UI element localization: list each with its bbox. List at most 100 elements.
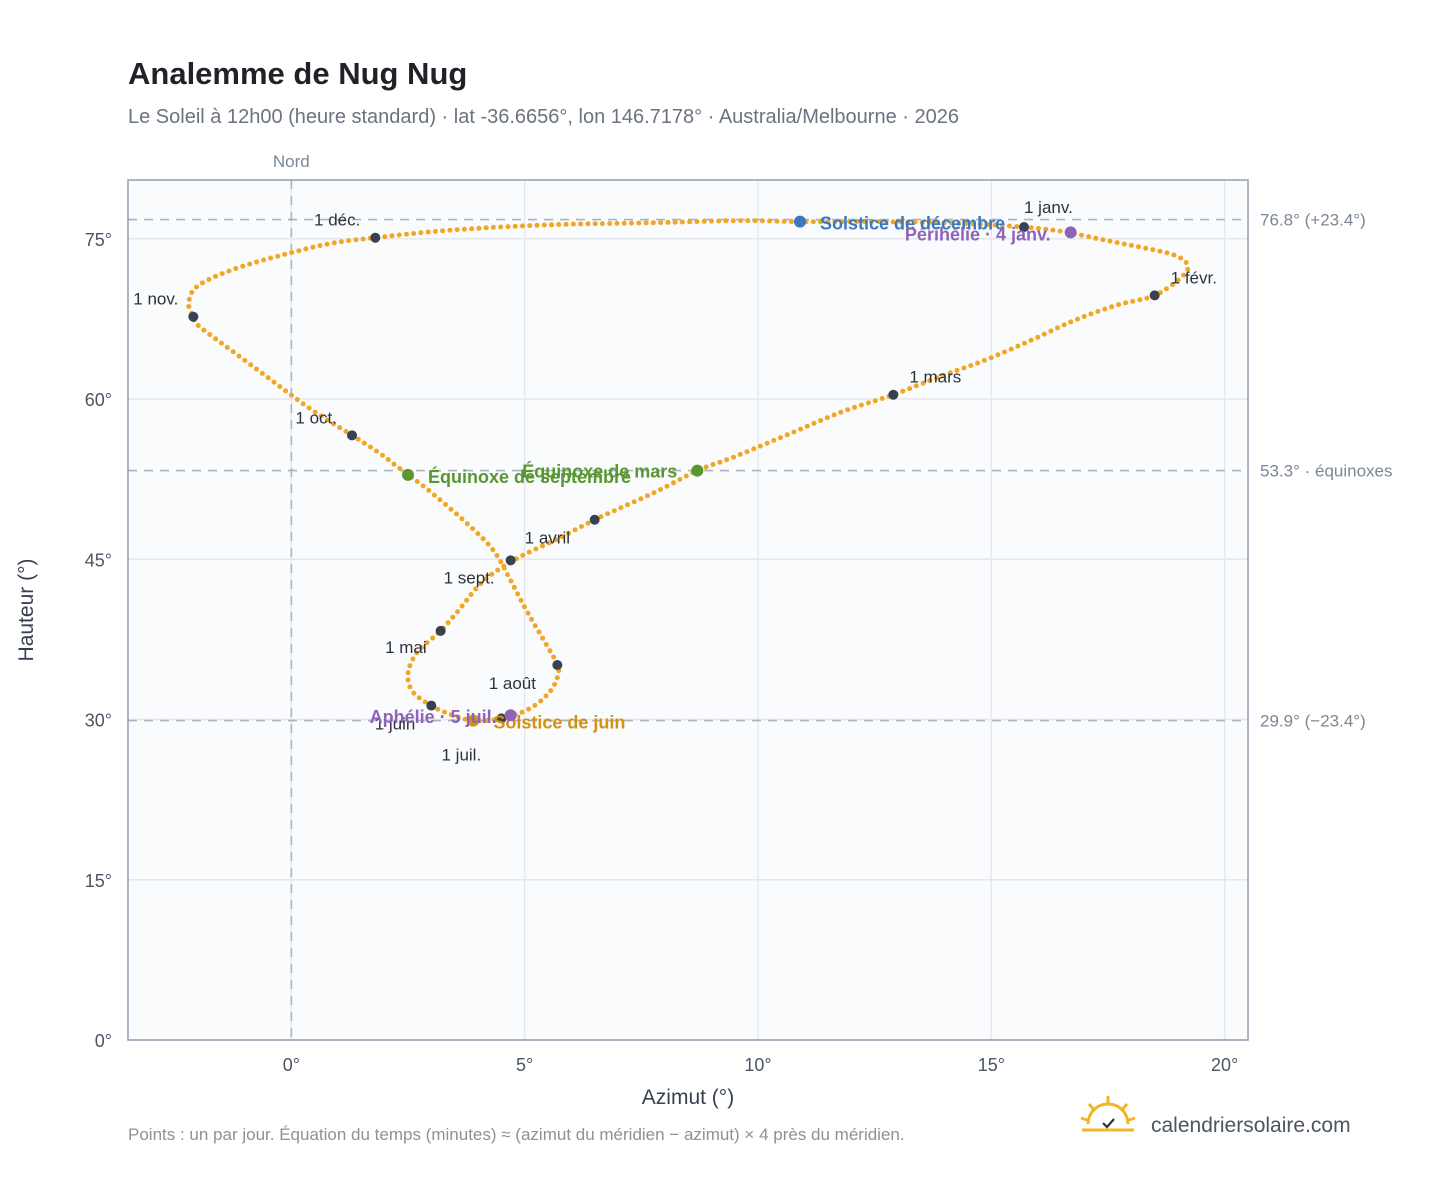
daily-point [353, 237, 359, 243]
daily-point [242, 357, 248, 363]
daily-point [459, 603, 465, 609]
daily-point [437, 497, 443, 503]
daily-point [585, 520, 591, 526]
daily-point [572, 527, 578, 533]
daily-point [644, 493, 650, 499]
daily-point [529, 616, 535, 622]
daily-point [435, 706, 441, 712]
daily-point [1068, 319, 1074, 325]
daily-point [391, 461, 397, 467]
x-tick-label: 20° [1211, 1055, 1238, 1075]
daily-point [1035, 334, 1041, 340]
daily-point [1183, 260, 1189, 265]
daily-point [559, 534, 565, 540]
y-axis-ticks: 0° 15° 30° 45° 60° 75° [85, 230, 112, 1051]
daily-point [469, 226, 475, 232]
plot-frame [127, 179, 1249, 1041]
daily-point [716, 218, 722, 224]
daily-point [845, 407, 851, 413]
daily-point [282, 251, 288, 257]
daily-point [532, 623, 538, 629]
daily-point [195, 323, 201, 328]
daily-point [694, 219, 700, 225]
daily-point [872, 398, 878, 404]
daily-point [858, 402, 864, 408]
daily-point [519, 709, 525, 715]
daily-point [414, 650, 420, 656]
month-label: 1 août [489, 674, 537, 693]
daily-point [631, 499, 637, 505]
month-dot [888, 389, 899, 400]
daily-point [970, 221, 976, 227]
daily-point [468, 592, 474, 597]
daily-point [1121, 241, 1127, 247]
daily-point [1164, 250, 1170, 256]
daily-point [1164, 286, 1169, 292]
daily-point [247, 261, 253, 267]
month-dot [1149, 290, 1160, 301]
daily-point [992, 222, 998, 228]
daily-point [570, 221, 576, 227]
daily-point [832, 219, 838, 225]
month-dot [505, 555, 516, 566]
daily-point [431, 492, 437, 498]
x-axis-label: Azimut (°) [642, 1086, 734, 1109]
daily-point [397, 466, 403, 471]
daily-point [288, 392, 294, 398]
daily-point [261, 257, 267, 263]
daily-point [389, 233, 395, 239]
daily-point [831, 412, 837, 418]
daily-point [1178, 255, 1184, 261]
daily-point [338, 239, 344, 245]
daily-point [219, 340, 224, 346]
daily-point [1081, 314, 1087, 319]
month-dot [589, 514, 600, 525]
daily-point [425, 229, 431, 235]
daily-point [475, 531, 481, 537]
daily-point [861, 219, 867, 224]
daily-point [876, 219, 882, 225]
daily-point [920, 380, 926, 386]
daily-point [636, 220, 642, 226]
daily-point [671, 480, 676, 486]
daily-point [767, 218, 773, 224]
daily-point [306, 405, 312, 411]
month-dot [552, 660, 563, 671]
daily-point [912, 219, 918, 225]
daily-point [526, 706, 532, 712]
daily-point [445, 620, 451, 626]
event-label: Solstice de décembre [820, 214, 1005, 234]
daily-point [687, 219, 693, 225]
chart-subtitle: Le Soleil à 12h00 (heure standard) · lat… [128, 106, 959, 128]
daily-point [230, 349, 236, 355]
daily-point [1086, 234, 1092, 240]
daily-point [898, 219, 903, 225]
daily-point [677, 476, 683, 482]
event-label: Aphélie · 5 juil. [370, 707, 497, 727]
daily-point [541, 222, 547, 228]
daily-point [818, 418, 824, 423]
daily-point [621, 220, 627, 226]
month-dot [435, 625, 446, 636]
month-label: 1 nov. [133, 290, 178, 309]
footnote: Points : un par jour. Équation du temps … [128, 1125, 905, 1144]
month-label: 1 déc. [314, 211, 360, 230]
daily-point [454, 511, 459, 517]
daily-point [566, 530, 572, 536]
month-label: 1 févr. [1171, 268, 1217, 287]
month-label: 1 sept. [444, 568, 495, 587]
daily-point [551, 654, 557, 660]
plot-area [128, 180, 1248, 1040]
daily-point [331, 240, 337, 246]
daily-point [419, 645, 425, 650]
daily-point [240, 263, 246, 269]
month-label: 1 mai [385, 638, 427, 657]
month-label: 1 juin [375, 715, 416, 734]
y-tick-label: 15° [85, 871, 112, 891]
daily-point [788, 219, 794, 225]
daily-point [1043, 226, 1049, 232]
daily-point [552, 681, 558, 687]
daily-point [579, 524, 584, 529]
daily-point [978, 221, 983, 227]
